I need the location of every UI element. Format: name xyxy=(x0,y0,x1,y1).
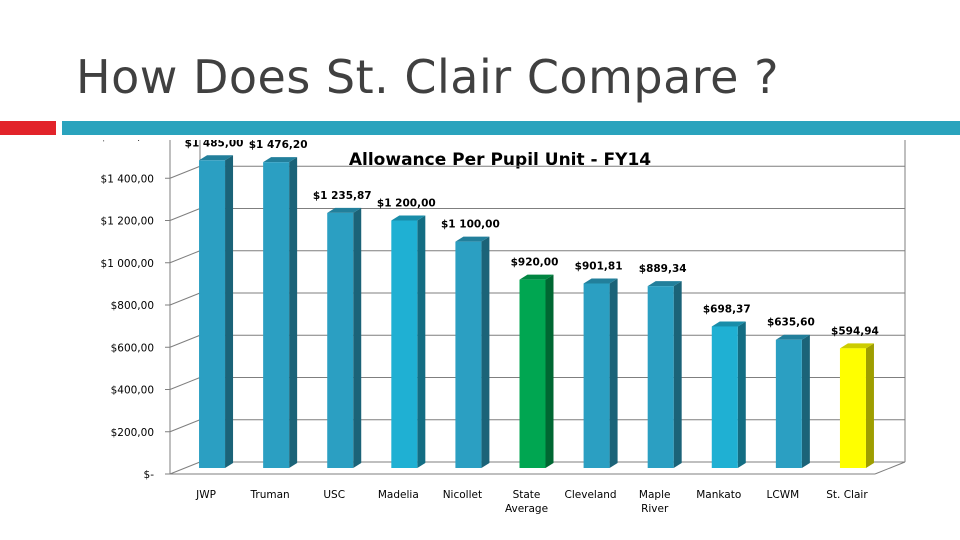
x-tick-label: USC xyxy=(323,489,345,501)
data-label: $920,00 xyxy=(511,257,559,269)
bar-front-face xyxy=(711,326,738,468)
bar xyxy=(391,215,426,468)
gridline-diagonal xyxy=(169,334,201,348)
y-tick-label: $1 400,00 xyxy=(101,173,154,185)
bar xyxy=(711,321,746,468)
data-label: $1 476,20 xyxy=(249,140,308,151)
x-tick-label: Maple xyxy=(639,489,671,501)
y-tick-label: $200,00 xyxy=(111,427,154,439)
data-label: $1 200,00 xyxy=(377,198,436,210)
bar-side-face xyxy=(289,157,298,468)
bar-front-face xyxy=(263,162,290,468)
x-tick-label: Cleveland xyxy=(565,489,617,501)
data-label: $889,34 xyxy=(639,263,687,275)
bar xyxy=(263,157,298,468)
bar-top-face xyxy=(263,157,298,163)
y-tick-label: $800,00 xyxy=(111,300,154,312)
bar xyxy=(327,207,362,468)
floor-right-edge xyxy=(874,461,906,475)
bar xyxy=(647,281,682,468)
data-label: $1 100,00 xyxy=(441,219,500,231)
slide-title: How Does St. Clair Compare ? xyxy=(76,50,780,104)
bar-front-face xyxy=(839,348,866,468)
bar-front-face xyxy=(647,286,674,468)
bar-top-face xyxy=(327,207,362,213)
bar-side-face xyxy=(865,343,874,468)
y-tick-label: $1 000,00 xyxy=(101,258,154,270)
gridline-diagonal xyxy=(169,250,201,264)
bar-side-face xyxy=(801,334,810,468)
gridline-diagonal xyxy=(169,419,201,433)
y-tick-label: $1 600,00 xyxy=(101,140,154,143)
bar-front-face xyxy=(519,279,546,468)
bar-side-face xyxy=(545,274,554,468)
bar-top-face xyxy=(775,334,810,340)
bar-top-face xyxy=(199,155,234,161)
y-tick-label: $1 200,00 xyxy=(101,216,154,228)
bar-top-face xyxy=(519,274,554,280)
bar-front-face xyxy=(583,283,610,468)
bar-side-face xyxy=(353,207,362,468)
bar-front-face xyxy=(391,220,418,468)
bar-front-face xyxy=(775,339,802,468)
bar-top-face xyxy=(455,236,490,242)
data-label: $1 235,87 xyxy=(313,190,372,202)
bar xyxy=(583,278,618,468)
data-label: $901,81 xyxy=(575,260,623,272)
x-tick-label: Madelia xyxy=(378,489,419,501)
gridline-diagonal xyxy=(169,292,201,306)
gridline-diagonal xyxy=(169,208,201,221)
data-label: $594,94 xyxy=(831,325,879,337)
x-tick-label: River xyxy=(641,503,669,515)
bar-side-face xyxy=(481,236,490,468)
data-label: $1 485,00 xyxy=(185,140,244,149)
accent-bar-red xyxy=(0,121,56,135)
accent-bar-teal xyxy=(62,121,960,135)
x-tick-label: LCWM xyxy=(767,489,800,501)
bar-top-face xyxy=(647,281,682,287)
bar xyxy=(199,155,234,468)
bar-top-face xyxy=(391,215,426,221)
x-tick-label: Nicollet xyxy=(443,489,482,501)
bar xyxy=(839,343,874,468)
allowance-bar-chart: Allowance Per Pupil Unit - FY14 $- $200,0… xyxy=(101,140,906,515)
bar-top-face xyxy=(839,343,874,349)
data-label: $635,60 xyxy=(767,317,815,329)
bar-side-face xyxy=(673,281,682,468)
bar xyxy=(519,274,554,468)
gridline-diagonal xyxy=(169,165,201,179)
bar-front-face xyxy=(327,212,354,468)
x-tick-label: Truman xyxy=(250,489,290,501)
bar-side-face xyxy=(609,278,618,468)
bar-side-face xyxy=(417,215,426,468)
bar-front-face xyxy=(199,160,226,468)
x-tick-label: Mankato xyxy=(696,489,741,501)
bar xyxy=(455,236,490,468)
gridline-diagonal xyxy=(169,377,201,390)
x-tick-label: Average xyxy=(505,503,548,515)
bar-top-face xyxy=(711,321,746,327)
chart-title: Allowance Per Pupil Unit - FY14 xyxy=(349,150,651,170)
gridline-diagonal xyxy=(169,461,201,475)
data-label: $698,37 xyxy=(703,303,751,315)
y-tick-label: $- xyxy=(144,469,155,481)
bar-side-face xyxy=(225,155,234,468)
bar xyxy=(775,334,810,468)
y-tick-label: $400,00 xyxy=(111,385,154,397)
x-tick-label: St. Clair xyxy=(826,489,868,501)
bar-front-face xyxy=(455,241,482,468)
bar-top-face xyxy=(583,278,618,284)
x-tick-label: State xyxy=(513,489,541,501)
bar-side-face xyxy=(737,321,746,468)
x-tick-label: JWP xyxy=(195,489,216,501)
y-tick-label: $600,00 xyxy=(111,342,154,354)
